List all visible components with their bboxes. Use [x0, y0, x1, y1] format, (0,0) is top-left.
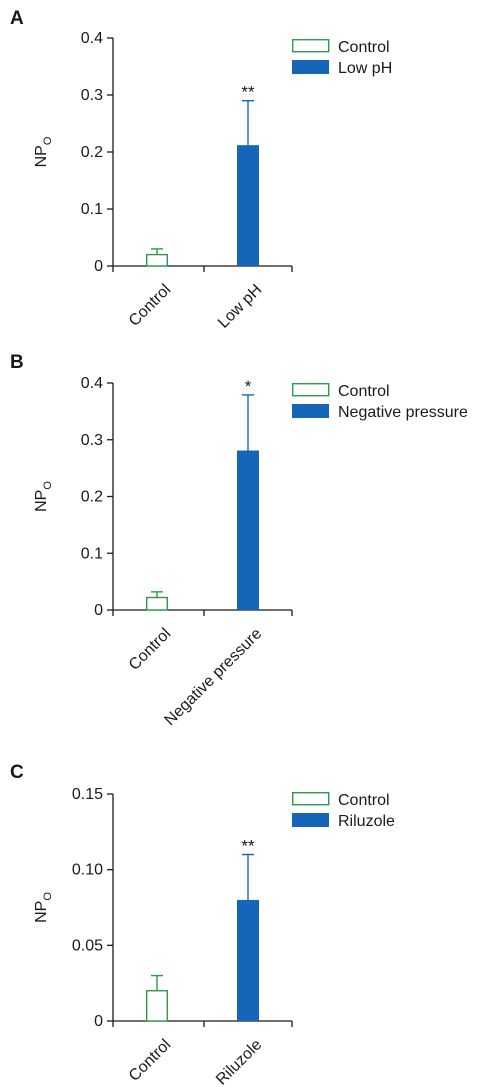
legend-label: Control: [338, 39, 390, 56]
panel-letter: B: [10, 352, 24, 373]
legend-label: Control: [338, 792, 390, 809]
x-category-label: Control: [126, 625, 174, 673]
significance-label: **: [241, 837, 255, 856]
significance-label: **: [241, 83, 255, 102]
y-tick-label: 0.4: [81, 375, 103, 392]
y-tick-label: 0: [94, 602, 103, 619]
bar-control: [145, 596, 168, 611]
bar-treatment: [237, 899, 259, 1021]
panel-letter: A: [10, 8, 24, 29]
y-axis-label-subscript: O: [42, 481, 54, 490]
x-category-label: Riluzole: [213, 1036, 265, 1087]
y-axis-label: NPO: [33, 481, 54, 512]
y-tick-label: 0.05: [72, 937, 103, 954]
y-axis-label-subscript: O: [42, 136, 54, 145]
y-axis-label-main: NP: [33, 901, 50, 923]
y-axis-label: NPO: [33, 892, 54, 923]
chart-panel-a: A 0 0.1 0.2 0.3 0.4 NPO Control ** Low pH Control L…: [10, 8, 392, 332]
legend-swatch-treatment: [292, 813, 329, 827]
legend-label: Low pH: [338, 60, 392, 77]
x-category-label: Negative pressure: [161, 625, 265, 729]
y-tick-label: 0.10: [72, 862, 103, 879]
y-tick-label: 0: [94, 258, 103, 275]
panel-letter: C: [10, 762, 24, 783]
y-tick-label: 0.3: [81, 87, 103, 104]
legend-label: Negative pressure: [338, 404, 468, 421]
y-axis-label: NPO: [33, 136, 54, 167]
bar-control: [145, 990, 168, 1022]
legend-label: Control: [338, 383, 390, 400]
legend-swatch-control: [292, 383, 330, 397]
y-axis-label-main: NP: [33, 490, 50, 512]
legend-swatch-control: [292, 39, 330, 53]
x-category-label: Control: [126, 281, 174, 329]
chart-panel-c: C 0 0.05 0.10 0.15 NPO Control ** Riluzole Contro…: [10, 762, 395, 1087]
y-tick-label: 0.4: [81, 30, 103, 47]
legend-swatch-treatment: [292, 60, 329, 74]
x-category-label: Low pH: [215, 281, 265, 331]
bar-control: [145, 253, 168, 267]
legend-swatch-treatment: [292, 404, 329, 418]
y-axis-label-main: NP: [33, 145, 50, 167]
chart-panel-b: B 0 0.1 0.2 0.3 0.4 NPO Control * Negative pressu…: [10, 352, 468, 729]
y-tick-label: 0.15: [72, 786, 103, 803]
y-tick-label: 0: [94, 1013, 103, 1030]
bar-treatment: [237, 450, 259, 610]
y-axis-label-subscript: O: [42, 892, 54, 901]
y-tick-label: 0.2: [81, 489, 103, 506]
y-tick-label: 0.1: [81, 545, 103, 562]
significance-label: *: [245, 377, 252, 396]
y-tick-label: 0.2: [81, 144, 103, 161]
legend-label: Riluzole: [338, 813, 395, 830]
y-tick-label: 0.1: [81, 201, 103, 218]
bar-treatment: [237, 145, 259, 266]
legend-swatch-control: [292, 792, 330, 806]
y-tick-label: 0.3: [81, 432, 103, 449]
x-category-label: Control: [126, 1036, 174, 1084]
